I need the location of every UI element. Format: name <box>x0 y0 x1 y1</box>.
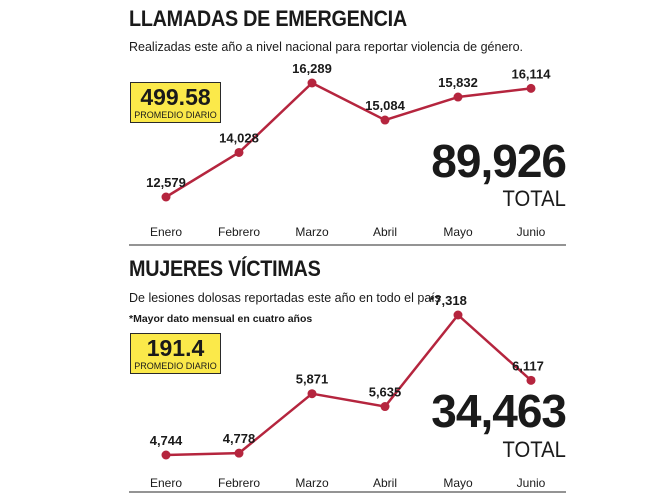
chart-2-average-badge: 191.4 PROMEDIO DIARIO <box>130 333 221 374</box>
chart-2-total-value: 34,463 <box>431 385 567 437</box>
chart-1-point-mayo <box>453 92 463 102</box>
chart-1-value-label-enero: 12,579 <box>146 175 186 190</box>
chart-1-title: LLAMADAS DE EMERGENCIA <box>129 6 407 31</box>
chart-2-point-abril <box>380 402 390 412</box>
chart-2-point-marzo <box>307 389 317 399</box>
chart-2-total-label: TOTAL <box>502 437 566 462</box>
chart-1-month-label-abril: Abril <box>373 225 397 239</box>
chart-2-value-label-abril: 5,635 <box>369 385 402 400</box>
chart-1-month-label-marzo: Marzo <box>295 225 329 239</box>
chart-1-value-label-junio: 16,114 <box>511 66 551 81</box>
chart-2-average-label: PROMEDIO DIARIO <box>134 361 217 371</box>
chart-1-month-label-junio: Junio <box>517 225 546 239</box>
chart-2-subtitle: De lesiones dolosas reportadas este año … <box>129 291 442 305</box>
chart-2-value-label-enero: 4,744 <box>150 433 183 448</box>
chart-2-point-febrero <box>234 448 244 458</box>
chart-1-point-enero <box>161 192 171 202</box>
chart-2-month-label-enero: Enero <box>150 476 182 490</box>
chart-1-month-label-mayo: Mayo <box>443 225 473 239</box>
chart-2-month-label-febrero: Febrero <box>218 476 260 490</box>
chart-1-total-value: 89,926 <box>431 135 567 187</box>
chart-2-series-line <box>165 313 532 457</box>
chart-1-point-junio <box>526 83 536 93</box>
chart-1-month-label-febrero: Febrero <box>218 225 260 239</box>
chart-2-value-label-mayo: *7,318 <box>429 293 467 308</box>
chart-2-average-value: 191.4 <box>146 335 205 361</box>
chart-1-value-label-mayo: 15,832 <box>438 75 478 90</box>
chart-1-total-label: TOTAL <box>502 186 566 211</box>
chart-2-footnote: *Mayor dato mensual en cuatro años <box>129 313 313 325</box>
chart-2-value-label-febrero: 4,778 <box>223 431 256 446</box>
chart-1-point-febrero <box>234 147 244 157</box>
chart-1-subtitle: Realizadas este año a nivel nacional par… <box>129 40 524 54</box>
chart-1-series-line <box>165 81 532 199</box>
chart-1-value-label-abril: 15,084 <box>365 98 406 113</box>
chart-2-point-enero <box>161 450 171 460</box>
chart-1-average-label: PROMEDIO DIARIO <box>134 110 217 120</box>
chart-2-point-junio <box>526 375 536 385</box>
chart-2-month-label-mayo: Mayo <box>443 476 473 490</box>
chart-2-point-mayo <box>453 310 463 320</box>
chart-1-point-marzo <box>307 78 317 88</box>
chart-2-month-label-junio: Junio <box>517 476 546 490</box>
chart-2-title: MUJERES VÍCTIMAS <box>129 256 321 281</box>
chart-2-month-label-marzo: Marzo <box>295 476 329 490</box>
chart-1-average-value: 499.58 <box>140 84 211 110</box>
chart-2-value-label-junio: 6,117 <box>512 358 544 373</box>
chart-1-value-label-febrero: 14,028 <box>219 130 259 145</box>
chart-2-value-label-marzo: 5,871 <box>296 372 329 387</box>
chart-1-month-label-enero: Enero <box>150 225 182 239</box>
chart-1-average-badge: 499.58 PROMEDIO DIARIO <box>130 82 221 123</box>
chart-2-month-label-abril: Abril <box>373 476 397 490</box>
chart-1-value-label-marzo: 16,289 <box>292 61 332 76</box>
chart-1-point-abril <box>380 115 390 125</box>
